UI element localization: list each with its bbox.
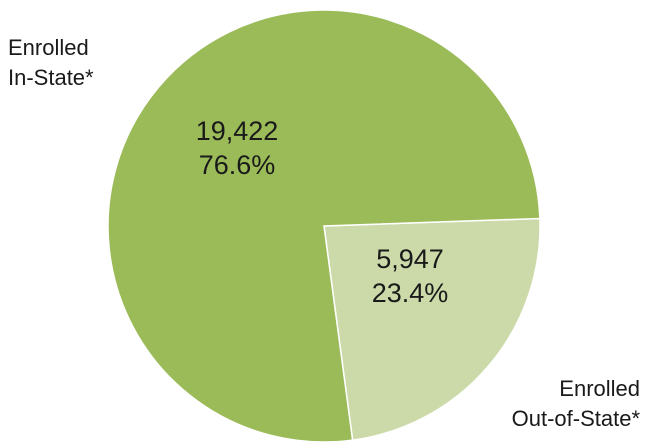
slices-layer — [107, 9, 541, 443]
slice-category-label-in-state: Enrolled In-State* — [8, 33, 94, 93]
pie-slice-in-state — [107, 9, 541, 443]
slice-category-label-out-of-state: Enrolled Out-of-State* — [512, 374, 640, 434]
out-of-state-label-line-1: Enrolled — [559, 376, 640, 401]
out-of-state-label-line-2: Out-of-State* — [511, 406, 640, 431]
in-state-label-line-2: In-State* — [8, 65, 94, 90]
slice-value-label-out-of-state: 5,947 — [376, 244, 444, 274]
in-state-label-line-1: Enrolled — [8, 35, 89, 60]
slice-percent-label-out-of-state: 23.4% — [372, 278, 449, 308]
slice-percent-label-in-state: 76.6% — [199, 150, 276, 180]
slice-value-label-in-state: 19,422 — [196, 116, 279, 146]
slice-data-labels: 5,947 23.4% 19,422 76.6% — [196, 116, 449, 308]
pie-slice-out-of-state — [323, 217, 541, 441]
